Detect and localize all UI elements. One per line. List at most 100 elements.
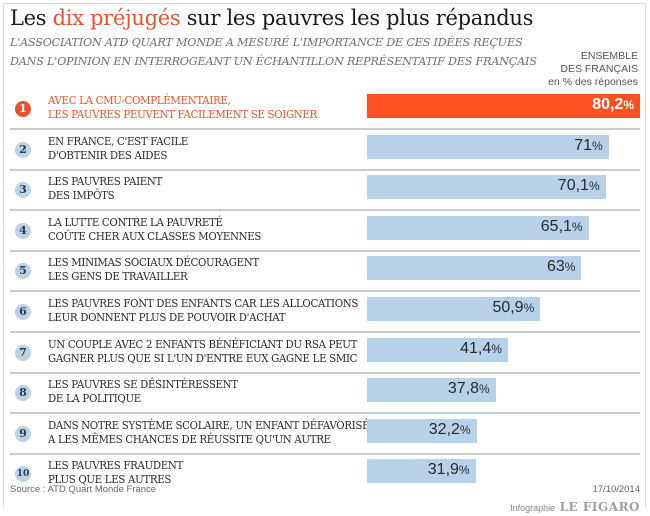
data-label-value: 32,2 xyxy=(428,420,460,438)
category-label-line-2: GAGNER PLUS QUE SI L'UN D'ENTRE EUX GAGN… xyxy=(48,351,358,365)
data-label-unit: % xyxy=(564,260,576,275)
title-highlight: dix préjugés xyxy=(52,6,181,30)
source-note: Source : ATD Quart Monde France xyxy=(10,484,157,495)
category-label-line-1: LES MINIMAS SOCIAUX DÉCOURAGENT xyxy=(48,256,259,270)
data-label-unit: % xyxy=(458,463,470,478)
chart-title: Les dix préjugés sur les pauvres les plu… xyxy=(10,6,533,30)
bar: 37,8% xyxy=(367,378,496,403)
category-label-line-2: DE LA POLITIQUE xyxy=(48,392,141,406)
category-label: LES PAUVRES PAIENT DES IMPÔTS xyxy=(48,175,162,203)
data-label-unit: % xyxy=(523,301,535,315)
bar-row: 8 LES PAUVRES SE DÉSINTÉRESSENT DE LA POLI… xyxy=(10,374,640,415)
data-label-unit: % xyxy=(571,219,583,234)
row-divider xyxy=(10,452,640,455)
category-label-line-1: LES PAUVRES PAIENT xyxy=(48,175,163,189)
data-label: 65,1% xyxy=(541,218,583,236)
legend: ENSEMBLE DES FRANÇAIS en % des réponses xyxy=(548,50,638,89)
row-divider xyxy=(10,371,640,374)
bar: 50,9% xyxy=(367,297,541,321)
bar: 41,4% xyxy=(367,337,508,362)
brand-logo: LE FIGARO xyxy=(559,500,640,514)
rank-badge: 7 xyxy=(15,344,31,361)
data-label: 41,4% xyxy=(460,340,502,358)
data-label-value: 80,2 xyxy=(592,96,624,113)
chart-frame xyxy=(3,3,646,508)
data-label: 71% xyxy=(574,137,602,155)
credit: Infographie LE FIGARO xyxy=(510,498,640,516)
category-label: LA LUTTE CONTRE LA PAUVRETÉ COÛTE CHER AU… xyxy=(48,216,261,244)
row-divider xyxy=(10,412,640,415)
category-label-line-2: D'OBTENIR DES AIDES xyxy=(48,148,168,162)
category-label-line-1: LES PAUVRES SE DÉSINTÉRESSENT xyxy=(48,378,238,392)
data-label-unit: % xyxy=(459,422,471,437)
row-divider xyxy=(10,209,640,212)
row-divider xyxy=(10,331,640,333)
rank-badge: 4 xyxy=(15,222,31,239)
row-divider xyxy=(10,290,640,293)
bar: 31,9% xyxy=(367,459,476,484)
bar-row: 2 EN FRANCE, C'EST FACILE D'OBTENIR DES AI… xyxy=(10,131,640,171)
title-suffix: sur les pauvres les plus répandus xyxy=(180,6,534,30)
data-label-unit: % xyxy=(491,341,502,356)
rank-badge: 10 xyxy=(15,466,31,483)
category-label: DANS NOTRE SYSTÈME SCOLAIRE, UN ENFANT D… xyxy=(48,418,370,447)
bar: 70,1% xyxy=(367,175,606,200)
data-label-value: 63 xyxy=(546,258,565,276)
bar: 65,1% xyxy=(367,215,589,240)
category-label: AVEC LA CMU-COMPLÉMENTAIRE, LES PAUVRES P… xyxy=(48,94,317,122)
category-label-line-2: PLUS QUE LES AUTRES xyxy=(48,473,172,487)
category-label: UN COUPLE AVEC 2 ENFANTS BÉNÉFICIANT DU … xyxy=(48,337,358,366)
data-label-value: 70,1 xyxy=(557,177,589,195)
category-label-line-2: A LES MÊMES CHANCES DE RÉUSSITE QU'UN AU… xyxy=(48,432,331,446)
data-label-value: 71 xyxy=(574,136,592,154)
legend-line-2: DES FRANÇAIS xyxy=(560,63,638,75)
bar-row: 5 LES MINIMAS SOCIAUX DÉCOURAGENT LES GENS… xyxy=(10,252,640,293)
data-label: 31,9% xyxy=(428,461,470,479)
data-label: 37,8% xyxy=(448,380,490,398)
legend-line-3: en % des réponses xyxy=(548,76,638,88)
data-label: 32,2% xyxy=(429,421,471,439)
category-label-line-2: LES GENS DE TRAVAILLER xyxy=(48,270,188,284)
bar: 80,2% xyxy=(367,94,640,118)
data-label-unit: % xyxy=(478,382,490,397)
data-label-value: 31,9 xyxy=(427,461,459,479)
row-divider xyxy=(10,249,640,252)
category-label-line-2: COÛTE CHER AUX CLASSES MOYENNES xyxy=(48,229,262,243)
category-label: LES PAUVRES SE DÉSINTÉRESSENT DE LA POLIT… xyxy=(48,378,238,406)
bar: 63% xyxy=(367,256,582,281)
bar-row: 3 LES PAUVRES PAIENT DES IMPÔTS 70,1% xyxy=(10,171,640,212)
category-label: LES MINIMAS SOCIAUX DÉCOURAGENT LES GENS … xyxy=(48,256,259,284)
category-label-line-1: EN FRANCE, C'EST FACILE xyxy=(48,134,189,148)
title-prefix: Les xyxy=(10,6,53,30)
bar-row: 1 AVEC LA CMU-COMPLÉMENTAIRE, LES PAUVRES … xyxy=(10,90,640,130)
category-label-line-1: LA LUTTE CONTRE LA PAUVRETÉ xyxy=(48,215,223,229)
category-label-line-2: DES IMPÔTS xyxy=(48,189,115,203)
row-divider xyxy=(10,128,640,130)
bar-row: 6 LES PAUVRES FONT DES ENFANTS CAR LES AL… xyxy=(10,293,640,333)
category-label-line-1: UN COUPLE AVEC 2 ENFANTS BÉNÉFICIANT DU … xyxy=(48,337,358,351)
category-label: EN FRANCE, C'EST FACILE D'OBTENIR DES AID… xyxy=(48,135,188,163)
bar: 71% xyxy=(367,134,609,159)
data-label-unit: % xyxy=(588,179,600,194)
data-label: 63% xyxy=(547,258,575,276)
data-label-value: 41,4 xyxy=(460,339,492,357)
data-label: 70,1% xyxy=(558,177,600,195)
rank-badge: 9 xyxy=(15,425,31,442)
data-label-unit: % xyxy=(623,98,634,112)
bar-row: 10 LES PAUVRES FRAUDENT PLUS QUE LES AUTRE… xyxy=(10,455,640,495)
bar-row: 7 UN COUPLE AVEC 2 ENFANTS BÉNÉFICIANT DU… xyxy=(10,334,640,374)
rank-badge: 1 xyxy=(15,101,31,117)
category-label-line-2: LES PAUVRES PEUVENT FACILEMENT SE SOIGNE… xyxy=(48,108,317,121)
credit-prefix: Infographie xyxy=(510,503,556,513)
bar-row: 9 DANS NOTRE SYSTÈME SCOLAIRE, UN ENFANT … xyxy=(10,415,640,455)
category-label-line-2: LEUR DONNENT PLUS DE POUVOIR D'ACHAT xyxy=(48,311,286,324)
rank-badge: 5 xyxy=(15,263,31,280)
category-label-line-1: DANS NOTRE SYSTÈME SCOLAIRE, UN ENFANT D… xyxy=(48,418,370,432)
subtitle-line-2: DANS L'OPINION EN INTERROGEANT UN ÉCHANT… xyxy=(10,55,537,68)
data-label: 50,9% xyxy=(492,299,534,317)
data-label-value: 65,1 xyxy=(540,217,572,235)
subtitle-line-1: L'ASSOCIATION ATD QUART MONDE A MESURÉ L… xyxy=(10,36,523,49)
category-label-line-1: AVEC LA CMU-COMPLÉMENTAIRE, xyxy=(48,94,231,107)
rank-badge: 3 xyxy=(15,182,31,199)
data-label-unit: % xyxy=(592,138,603,153)
